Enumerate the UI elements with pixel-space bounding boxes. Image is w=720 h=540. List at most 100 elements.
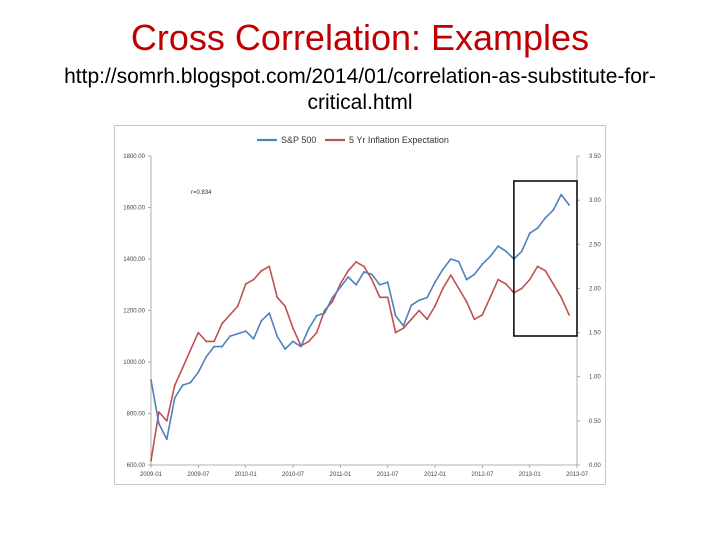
series-line-sp500-point bbox=[315, 314, 318, 317]
series-line-inflation-point bbox=[442, 287, 444, 290]
x-tick-label: 2012-01 bbox=[424, 472, 447, 478]
series-line-inflation-point bbox=[339, 283, 342, 285]
y-left-tick-label: 1600.00 bbox=[123, 206, 145, 212]
series-line-sp500-point bbox=[536, 227, 539, 229]
series-line-inflation-point bbox=[260, 269, 263, 272]
series-line-sp500-point bbox=[426, 296, 428, 299]
series-line-sp500-point bbox=[292, 340, 294, 343]
x-tick-label: 2010-07 bbox=[282, 472, 305, 478]
series-line-inflation-point bbox=[268, 265, 271, 268]
series-line-sp500 bbox=[150, 193, 570, 441]
series-line-inflation-point bbox=[418, 309, 421, 312]
y-right-tick-label: 2.00 bbox=[589, 286, 601, 292]
series-line-sp500-point bbox=[300, 345, 302, 348]
series-line-inflation-point bbox=[481, 314, 484, 316]
series-line-sp500-point bbox=[544, 216, 547, 219]
x-tick-label: 2010-01 bbox=[235, 472, 258, 478]
y-right-tick-label: 3.50 bbox=[589, 154, 601, 160]
series-line-sp500-point bbox=[457, 260, 460, 263]
series-line-sp500-point bbox=[276, 335, 279, 338]
series-line-inflation-point bbox=[307, 340, 310, 343]
series-line-sp500-point bbox=[528, 232, 531, 235]
series-line-inflation-point bbox=[284, 305, 286, 307]
series-line-sp500-point bbox=[347, 276, 350, 278]
series-line-sp500-point bbox=[394, 314, 397, 317]
series-line-inflation-point bbox=[150, 459, 152, 462]
series-line-inflation-point bbox=[378, 296, 381, 299]
series-line-sp500-point bbox=[560, 193, 563, 196]
series-line-inflation-point bbox=[173, 384, 176, 387]
series-line-inflation-point bbox=[363, 265, 365, 268]
series-line-inflation-point bbox=[158, 411, 160, 413]
series-line-inflation-point bbox=[426, 318, 428, 321]
series-line-sp500-point bbox=[252, 337, 255, 340]
series-line-sp500-point bbox=[355, 283, 357, 286]
y-left-tick-label: 1200.00 bbox=[123, 309, 145, 315]
series-line-sp500-point bbox=[363, 271, 365, 273]
chart-plot-area bbox=[150, 180, 578, 462]
series-line-inflation-point bbox=[221, 322, 223, 325]
series-line-sp500-point bbox=[173, 397, 176, 399]
y-left-tick-label: 1000.00 bbox=[123, 360, 145, 366]
series-line-inflation-point bbox=[505, 283, 507, 285]
series-line-inflation bbox=[150, 261, 570, 461]
series-line-sp500-point bbox=[229, 335, 231, 338]
series-line-inflation-point bbox=[205, 340, 208, 343]
series-line-inflation-point bbox=[292, 327, 294, 330]
series-line-sp500-point bbox=[181, 384, 184, 387]
series-line-sp500-point bbox=[434, 281, 436, 284]
series-line-inflation-point bbox=[331, 300, 334, 303]
series-line-inflation-point bbox=[544, 269, 547, 272]
series-line-inflation-point bbox=[434, 305, 436, 307]
x-tick-label: 2011-01 bbox=[330, 472, 352, 478]
series-line-sp500-point bbox=[197, 371, 200, 374]
series-line-inflation-point bbox=[386, 296, 389, 299]
y-left-tick-label: 600.00 bbox=[127, 463, 146, 469]
y-left-tick-label: 1800.00 bbox=[123, 154, 145, 160]
series-line-inflation-point bbox=[189, 349, 192, 352]
slide-title: Cross Correlation: Examples bbox=[130, 17, 590, 58]
series-line-sp500-point bbox=[284, 348, 286, 350]
series-line-sp500-point bbox=[213, 345, 215, 348]
series-line-sp500-point bbox=[158, 422, 160, 425]
series-line-sp500-point bbox=[189, 381, 192, 384]
series-line-sp500-point bbox=[497, 245, 499, 247]
series-line-sp500-point bbox=[331, 296, 334, 299]
legend-label-inflation: 5 Yr Inflation Expectation bbox=[349, 135, 449, 145]
series-line-sp500-point bbox=[221, 345, 223, 348]
line-chart: S&P 500 5 Yr Inflation Expectation r=0.8… bbox=[123, 135, 601, 478]
series-line-inflation-point bbox=[244, 283, 247, 285]
y-right-tick-label: 1.50 bbox=[589, 331, 601, 337]
series-line-sp500-point bbox=[402, 325, 405, 327]
y-left-tick-label: 800.00 bbox=[127, 412, 146, 418]
y-right-tick-label: 3.00 bbox=[589, 198, 601, 204]
series-line-sp500-point bbox=[150, 379, 152, 381]
series-line-sp500-point bbox=[481, 263, 484, 266]
series-line-sp500-point bbox=[418, 299, 421, 302]
series-line-inflation-point bbox=[528, 278, 531, 281]
series-line-inflation-point bbox=[560, 296, 563, 299]
series-line-inflation-point bbox=[552, 283, 555, 285]
x-tick-label: 2013-07 bbox=[566, 472, 589, 478]
series-line-inflation-point bbox=[465, 300, 468, 303]
series-line-inflation-point bbox=[252, 278, 255, 281]
series-line-inflation-point bbox=[347, 269, 350, 272]
y-right-tick-label: 0.50 bbox=[589, 419, 601, 425]
series-line-sp500-point bbox=[568, 204, 570, 206]
y-right-tick-label: 1.00 bbox=[589, 375, 601, 381]
series-line-sp500-point bbox=[410, 304, 413, 307]
slide-subtitle: http://somrh.blogspot.com/2014/01/correl… bbox=[64, 65, 656, 114]
series-line-sp500-point bbox=[520, 250, 523, 253]
x-tick-label: 2009-07 bbox=[187, 472, 210, 478]
legend-label-sp500: S&P 500 bbox=[281, 135, 316, 145]
series-line-inflation-point bbox=[473, 318, 476, 321]
series-line-sp500-point bbox=[205, 356, 208, 358]
series-line-inflation-point bbox=[402, 327, 405, 330]
series-line-inflation-point bbox=[536, 265, 539, 268]
series-line-sp500-point bbox=[386, 281, 389, 284]
series-line-inflation-point bbox=[236, 305, 239, 307]
series-line-sp500-point bbox=[552, 209, 555, 211]
series-line-inflation-point bbox=[165, 420, 168, 422]
series-line-inflation-point bbox=[449, 274, 452, 277]
series-line-inflation-point bbox=[520, 287, 523, 290]
